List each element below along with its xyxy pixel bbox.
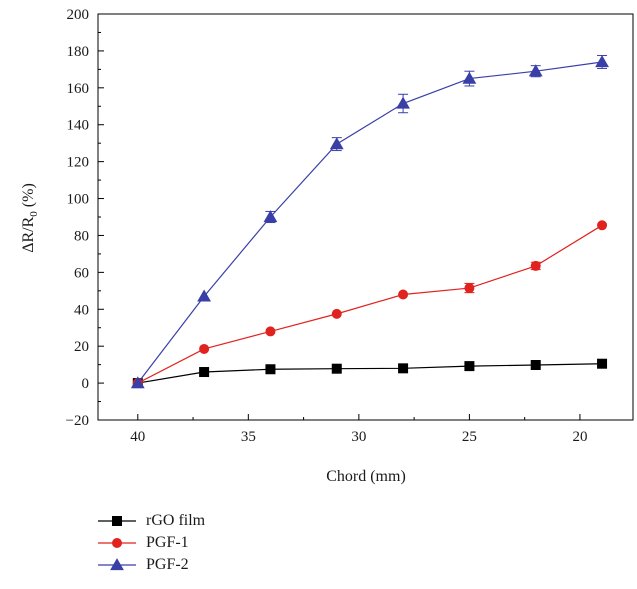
data-point (530, 260, 541, 271)
x-tick-label: 20 (572, 429, 587, 445)
data-point (329, 137, 344, 150)
data-point (462, 71, 477, 84)
series-rgo-film (132, 358, 608, 389)
data-point (199, 343, 210, 354)
x-axis-title: Chord (mm) (326, 468, 406, 485)
data-point (597, 220, 608, 231)
series-line (137, 363, 603, 384)
series-pgf-2 (130, 55, 609, 389)
legend-marker (112, 538, 122, 548)
series-line (137, 61, 603, 384)
axis-ticks: −20 0 20 40 60 80 100 120 140 160 180 200 40 35 30 25 20 (66, 7, 588, 445)
y-tick-label: 120 (67, 155, 90, 171)
legend-swatch (98, 538, 136, 548)
data-point (199, 367, 210, 378)
y-tick-label: 180 (67, 44, 90, 60)
legend-item: PGF-2 (98, 554, 205, 576)
legend-label: PGF-2 (146, 556, 189, 573)
data-point (396, 96, 410, 109)
series-line (137, 224, 603, 384)
y-axis-title-subscript: 0 (28, 211, 40, 217)
legend-swatch (98, 558, 136, 571)
data-point (331, 308, 342, 319)
data-point (528, 64, 543, 77)
x-tick-label: 35 (241, 429, 256, 445)
data-point (398, 363, 409, 374)
legend-marker (112, 516, 122, 526)
data-point (263, 210, 278, 223)
y-axis-title-main: ΔR/R (20, 216, 37, 252)
legend-marker (110, 558, 124, 571)
y-tick-label: 140 (67, 118, 90, 134)
y-tick-label: 0 (82, 376, 90, 392)
data-point (597, 358, 608, 369)
x-tick-label: 30 (351, 429, 366, 445)
data-point (130, 376, 145, 389)
axes (97, 13, 634, 421)
y-axis-title-unit: (%) (20, 183, 37, 207)
plot-frame (97, 13, 634, 421)
y-tick-label: 40 (74, 302, 89, 318)
y-tick-label: −20 (66, 413, 89, 429)
data-point (197, 289, 212, 302)
data-point (398, 289, 409, 300)
y-axis-title: ΔR/R0 (%) (20, 183, 40, 253)
data-point (265, 364, 276, 375)
legend-swatch (98, 516, 136, 526)
y-tick-label: 20 (74, 339, 89, 355)
legend-label: rGO film (146, 512, 206, 529)
data-point (464, 283, 475, 294)
data-point (464, 361, 475, 372)
legend-label: PGF-1 (146, 534, 189, 551)
y-tick-label: 160 (67, 81, 90, 97)
data-point (331, 363, 342, 374)
data-point (530, 360, 541, 371)
legend: rGO film PGF-1 PGF-2 (98, 510, 205, 576)
y-tick-label: 60 (74, 265, 89, 281)
y-tick-label: 100 (67, 192, 90, 208)
data-point (595, 55, 609, 68)
y-tick-label: 200 (67, 7, 90, 23)
series-plot-area (130, 55, 609, 389)
legend-item: rGO film (98, 510, 205, 532)
legend-item: PGF-1 (98, 532, 205, 554)
data-point (265, 326, 276, 337)
x-tick-label: 25 (462, 429, 477, 445)
x-tick-label: 40 (130, 429, 145, 445)
y-tick-label: 80 (74, 228, 89, 244)
